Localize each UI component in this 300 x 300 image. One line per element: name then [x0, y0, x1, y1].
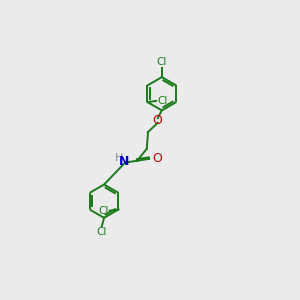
Text: H: H	[115, 152, 123, 163]
Text: Cl: Cl	[97, 227, 107, 238]
Text: Cl: Cl	[157, 96, 167, 106]
Text: Cl: Cl	[98, 206, 109, 216]
Text: O: O	[153, 114, 163, 127]
Text: O: O	[152, 152, 162, 165]
Text: Cl: Cl	[157, 57, 167, 68]
Text: N: N	[119, 155, 129, 168]
